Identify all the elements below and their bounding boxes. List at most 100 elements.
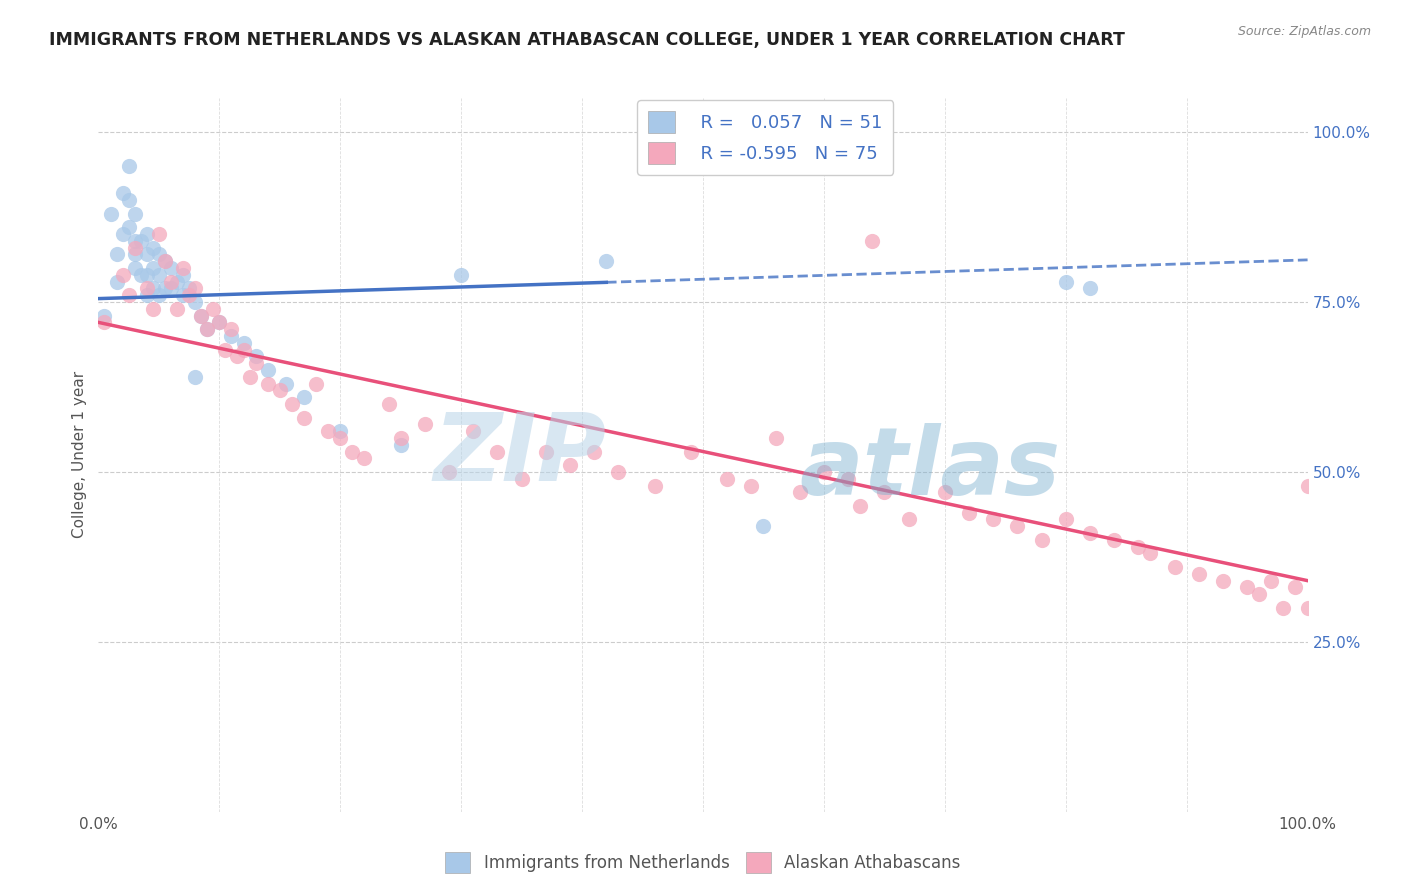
- Point: [202, 301, 225, 316]
- Legend:   R =   0.057   N = 51,   R = -0.595   N = 75: R = 0.057 N = 51, R = -0.595 N = 75: [637, 100, 893, 175]
- Point: [1139, 546, 1161, 560]
- Point: [221, 322, 243, 336]
- Point: [534, 444, 557, 458]
- Point: [1078, 526, 1101, 541]
- Point: [153, 254, 176, 268]
- Point: [179, 281, 201, 295]
- Point: [1284, 581, 1306, 595]
- Point: [195, 322, 218, 336]
- Point: [135, 268, 157, 282]
- Point: [1249, 587, 1271, 601]
- Point: [765, 431, 787, 445]
- Point: [160, 281, 183, 295]
- Point: [232, 335, 254, 350]
- Point: [752, 519, 775, 533]
- Point: [510, 472, 533, 486]
- Point: [184, 281, 207, 295]
- Point: [329, 424, 352, 438]
- Point: [184, 295, 207, 310]
- Point: [172, 268, 194, 282]
- Point: [111, 186, 134, 201]
- Point: [1031, 533, 1053, 547]
- Point: [148, 268, 170, 282]
- Point: [934, 485, 956, 500]
- Point: [1236, 581, 1258, 595]
- Point: [450, 268, 472, 282]
- Point: [239, 369, 262, 384]
- Point: [849, 499, 872, 513]
- Point: [129, 234, 152, 248]
- Point: [1102, 533, 1125, 547]
- Point: [100, 207, 122, 221]
- Point: [129, 268, 152, 282]
- Point: [111, 268, 134, 282]
- Point: [316, 424, 339, 438]
- Point: [353, 451, 375, 466]
- Point: [389, 438, 412, 452]
- Point: [135, 227, 157, 241]
- Point: [232, 343, 254, 357]
- Point: [124, 241, 146, 255]
- Point: [269, 384, 291, 398]
- Point: [1188, 566, 1211, 581]
- Point: [595, 254, 617, 268]
- Point: [190, 309, 212, 323]
- Point: [118, 159, 141, 173]
- Point: [166, 301, 188, 316]
- Point: [897, 512, 920, 526]
- Point: [172, 288, 194, 302]
- Point: [190, 309, 212, 323]
- Point: [1296, 478, 1319, 492]
- Point: [142, 281, 165, 295]
- Point: [305, 376, 328, 391]
- Point: [245, 356, 267, 370]
- Point: [118, 220, 141, 235]
- Point: [208, 315, 231, 329]
- Text: Source: ZipAtlas.com: Source: ZipAtlas.com: [1237, 25, 1371, 38]
- Point: [486, 444, 509, 458]
- Point: [118, 288, 141, 302]
- Point: [1212, 574, 1234, 588]
- Text: ZIP: ZIP: [433, 409, 606, 501]
- Point: [957, 506, 980, 520]
- Point: [160, 275, 183, 289]
- Point: [148, 247, 170, 261]
- Point: [195, 322, 218, 336]
- Point: [644, 478, 666, 492]
- Point: [1054, 512, 1077, 526]
- Point: [184, 369, 207, 384]
- Point: [135, 247, 157, 261]
- Point: [208, 315, 231, 329]
- Point: [93, 315, 115, 329]
- Point: [1007, 519, 1029, 533]
- Point: [160, 260, 183, 275]
- Point: [166, 275, 188, 289]
- Point: [558, 458, 581, 472]
- Point: [124, 260, 146, 275]
- Point: [221, 329, 243, 343]
- Point: [873, 485, 896, 500]
- Point: [1054, 275, 1077, 289]
- Point: [93, 309, 115, 323]
- Point: [789, 485, 811, 500]
- Point: [1272, 600, 1295, 615]
- Point: [813, 465, 835, 479]
- Point: [274, 376, 297, 391]
- Point: [583, 444, 606, 458]
- Point: [135, 281, 157, 295]
- Point: [148, 227, 170, 241]
- Point: [292, 390, 315, 404]
- Point: [135, 288, 157, 302]
- Point: [124, 247, 146, 261]
- Point: [281, 397, 304, 411]
- Point: [1128, 540, 1150, 554]
- Point: [1296, 600, 1319, 615]
- Point: [142, 301, 165, 316]
- Point: [148, 288, 170, 302]
- Point: [981, 512, 1004, 526]
- Point: [153, 281, 176, 295]
- Text: atlas: atlas: [800, 423, 1062, 516]
- Text: IMMIGRANTS FROM NETHERLANDS VS ALASKAN ATHABASCAN COLLEGE, UNDER 1 YEAR CORRELAT: IMMIGRANTS FROM NETHERLANDS VS ALASKAN A…: [49, 31, 1125, 49]
- Point: [860, 234, 883, 248]
- Point: [153, 254, 176, 268]
